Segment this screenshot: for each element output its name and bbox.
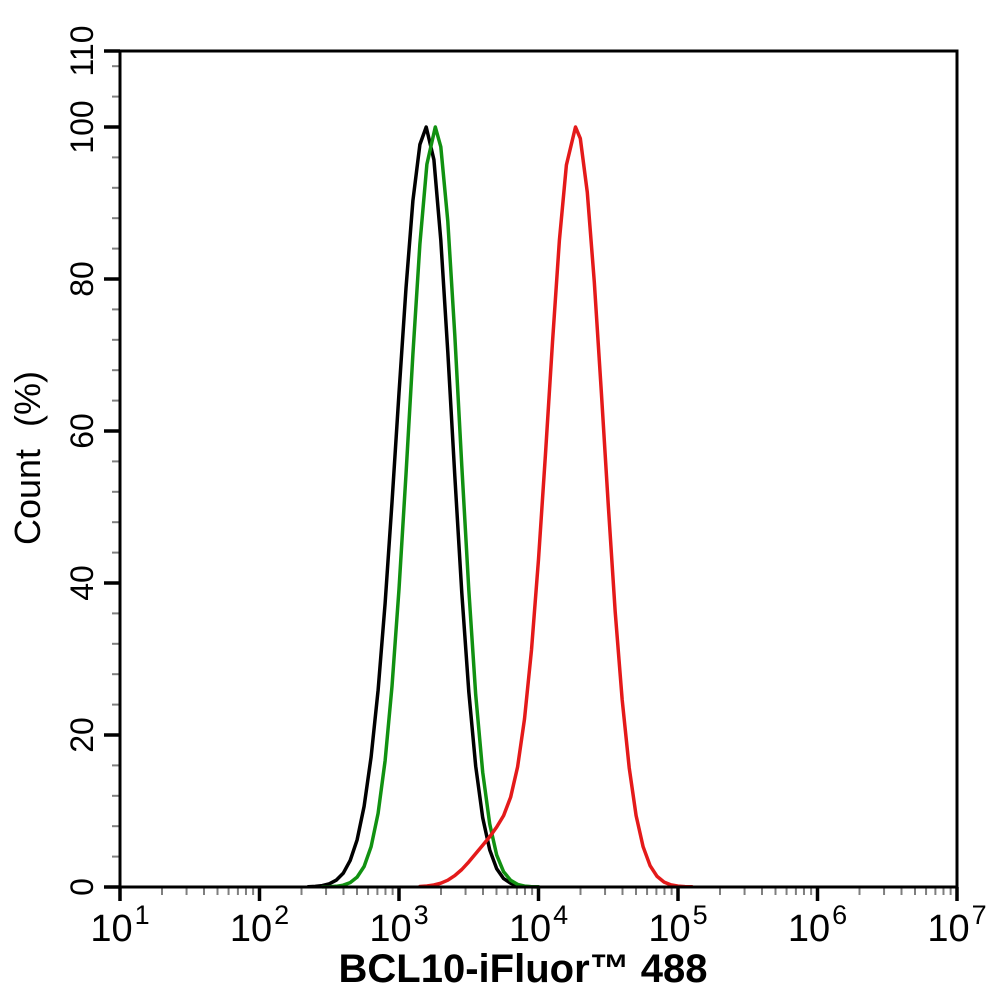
y-axis-tick-labels: 0 20 40 60 80 100 110 (64, 25, 100, 895)
curve-red (418, 125, 694, 889)
x-axis-major-ticks (118, 887, 959, 901)
y-tick-label: 0 (64, 878, 100, 896)
curve-black (306, 125, 541, 889)
x-tick-label: 107 (927, 900, 986, 950)
x-tick-label: 104 (509, 900, 568, 950)
y-tick-label: 20 (64, 717, 100, 753)
y-tick-label: 100 (64, 100, 100, 153)
plot-frame (118, 49, 959, 889)
x-tick-label: 106 (788, 900, 847, 950)
y-axis-major-ticks (104, 49, 120, 889)
x-tick-label: 103 (369, 900, 428, 950)
y-axis-title: Count (%) (7, 371, 48, 545)
y-tick-label: 60 (64, 413, 100, 449)
x-axis-tick-labels: 101 102 103 104 105 106 107 (90, 900, 986, 950)
x-tick-label: 101 (90, 900, 149, 950)
x-tick-label: 102 (230, 900, 289, 950)
curve-green (320, 125, 541, 889)
histogram-curves (306, 125, 694, 889)
x-tick-label: 105 (648, 900, 707, 950)
y-tick-label: 110 (64, 25, 100, 76)
y-tick-label: 80 (64, 261, 100, 297)
x-axis-title: BCL10-iFluor™ 488 (339, 947, 708, 991)
y-tick-label: 40 (64, 565, 100, 601)
